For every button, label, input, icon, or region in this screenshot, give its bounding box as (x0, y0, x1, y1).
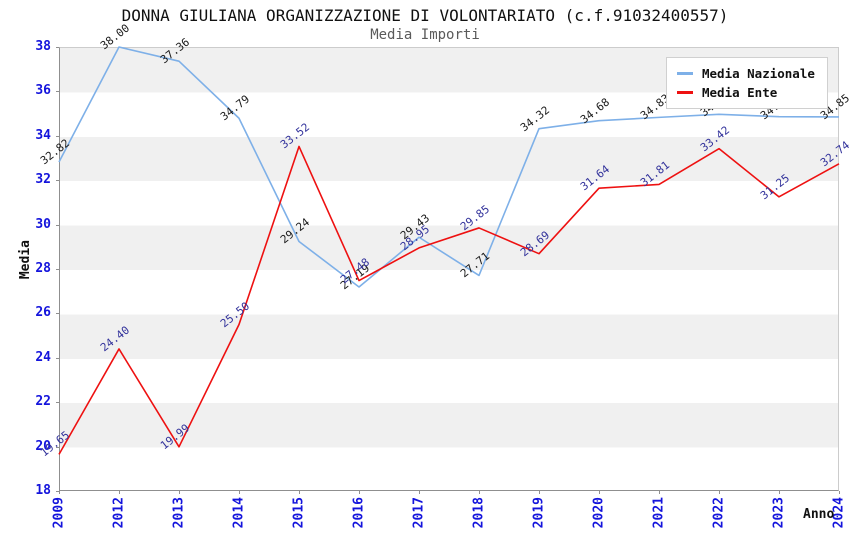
y-tick-mark (56, 135, 59, 137)
y-tick-mark (56, 224, 59, 226)
x-tick-label: 2012 (111, 497, 127, 529)
x-tick-label: 2019 (531, 497, 547, 529)
chart-subtitle: Media Importi (370, 27, 480, 43)
y-tick-label: 20 (35, 438, 51, 454)
y-tick-label: 36 (35, 83, 51, 99)
x-tick-mark (419, 491, 420, 494)
legend-label-media-nazionale: Media Nazionale (702, 66, 815, 81)
legend-label-media-ente: Media Ente (702, 85, 778, 100)
y-axis-title: Media (18, 240, 33, 280)
x-tick-label: 2017 (411, 497, 427, 529)
y-tick-mark (56, 269, 59, 270)
x-tick-label: 2016 (351, 497, 367, 529)
x-tick-mark (779, 491, 780, 494)
x-tick-mark (119, 491, 120, 494)
x-axis-title: Anno (803, 507, 835, 522)
y-tick-mark (56, 402, 59, 404)
y-tick-label: 26 (35, 305, 51, 321)
x-tick-label: 2015 (291, 497, 307, 529)
y-tick-mark (56, 91, 59, 93)
x-tick-mark (179, 491, 180, 494)
legend-swatch-ente-icon (677, 91, 693, 94)
x-tick-label: 2018 (471, 497, 487, 529)
legend-item-media-ente: Media Ente (677, 83, 815, 102)
x-tick-label: 2023 (771, 497, 787, 529)
y-tick-mark (56, 47, 59, 48)
x-tick-label: 2020 (591, 497, 607, 529)
x-tick-mark (839, 491, 840, 494)
x-tick-label: 2022 (711, 497, 727, 529)
x-tick-label: 2013 (171, 497, 187, 529)
x-tick-label: 2009 (51, 497, 67, 529)
legend-item-media-nazionale: Media Nazionale (677, 64, 815, 83)
y-tick-label: 34 (35, 127, 51, 143)
plot-area (59, 47, 839, 491)
y-tick-label: 32 (35, 172, 51, 188)
y-tick-label: 30 (35, 216, 51, 232)
x-tick-label: 2014 (231, 497, 247, 529)
x-tick-mark (719, 491, 720, 494)
y-tick-label: 24 (35, 349, 51, 365)
y-tick-mark (56, 313, 59, 315)
x-tick-mark (659, 491, 660, 494)
x-tick-mark (59, 491, 60, 494)
x-tick-mark (479, 491, 480, 494)
x-tick-mark (539, 491, 540, 494)
y-tick-mark (56, 357, 59, 359)
y-tick-mark (56, 491, 59, 492)
y-tick-mark (56, 446, 59, 448)
x-tick-mark (239, 491, 240, 494)
x-tick-mark (299, 491, 300, 494)
y-tick-label: 38 (35, 39, 51, 54)
y-tick-mark (56, 180, 59, 182)
y-tick-label: 22 (35, 394, 51, 410)
legend: Media Nazionale Media Ente (666, 57, 828, 109)
legend-swatch-nazionale-icon (677, 72, 693, 75)
x-tick-mark (599, 491, 600, 494)
y-tick-label: 18 (35, 483, 51, 498)
x-tick-label: 2021 (651, 497, 667, 529)
chart-title: DONNA GIULIANA ORGANIZZAZIONE DI VOLONTA… (121, 6, 729, 25)
y-tick-label: 28 (35, 261, 51, 276)
x-tick-mark (359, 491, 360, 494)
